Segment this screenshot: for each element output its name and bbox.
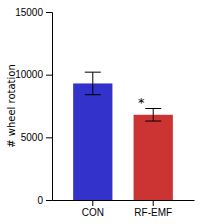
error-bar-cap bbox=[85, 72, 101, 73]
x-tick: CON bbox=[82, 200, 104, 218]
error-bar bbox=[85, 72, 101, 95]
error-bar-cap bbox=[145, 121, 161, 122]
y-axis-line bbox=[46, 13, 53, 201]
y-tick: 0 bbox=[37, 195, 52, 206]
y-tick: 15000 bbox=[15, 7, 52, 18]
x-tick-mark bbox=[92, 200, 93, 206]
y-axis-title: # wheel rotation bbox=[6, 64, 17, 148]
annotation: * bbox=[138, 95, 145, 110]
plot: 0 5000 10000 15000 CON RF-EMF * bbox=[15, 7, 194, 218]
y-tick-label: 10000 bbox=[15, 69, 43, 80]
y-tick-mark bbox=[46, 200, 52, 201]
x-tick: RF-EMF bbox=[134, 200, 172, 218]
marks bbox=[73, 72, 173, 200]
x-axis-line bbox=[53, 200, 195, 201]
y-tick-mark bbox=[46, 12, 52, 13]
error-bar-stem bbox=[153, 109, 154, 122]
x-tick-label: CON bbox=[82, 207, 104, 218]
error-bar-stem bbox=[92, 72, 93, 95]
y-tick-mark bbox=[46, 75, 52, 76]
error-bar bbox=[145, 109, 161, 122]
y-tick: 5000 bbox=[21, 132, 52, 143]
x-tick-mark bbox=[153, 200, 154, 206]
y-tick-mark bbox=[46, 137, 52, 138]
y-axis: 0 5000 10000 15000 bbox=[15, 7, 52, 206]
error-bar-cap bbox=[85, 94, 101, 95]
bar bbox=[134, 115, 173, 200]
x-axis: CON RF-EMF bbox=[53, 200, 195, 218]
y-tick: 10000 bbox=[15, 69, 52, 80]
chart: 0 5000 10000 15000 CON RF-EMF * # wheel rotatio… bbox=[0, 0, 202, 224]
bar bbox=[73, 83, 112, 200]
error-bar-cap bbox=[145, 108, 161, 109]
y-tick-label: 5000 bbox=[21, 132, 44, 143]
x-tick-label: RF-EMF bbox=[134, 207, 172, 218]
y-tick-label: 15000 bbox=[15, 7, 43, 18]
y-tick-label: 0 bbox=[37, 195, 43, 206]
